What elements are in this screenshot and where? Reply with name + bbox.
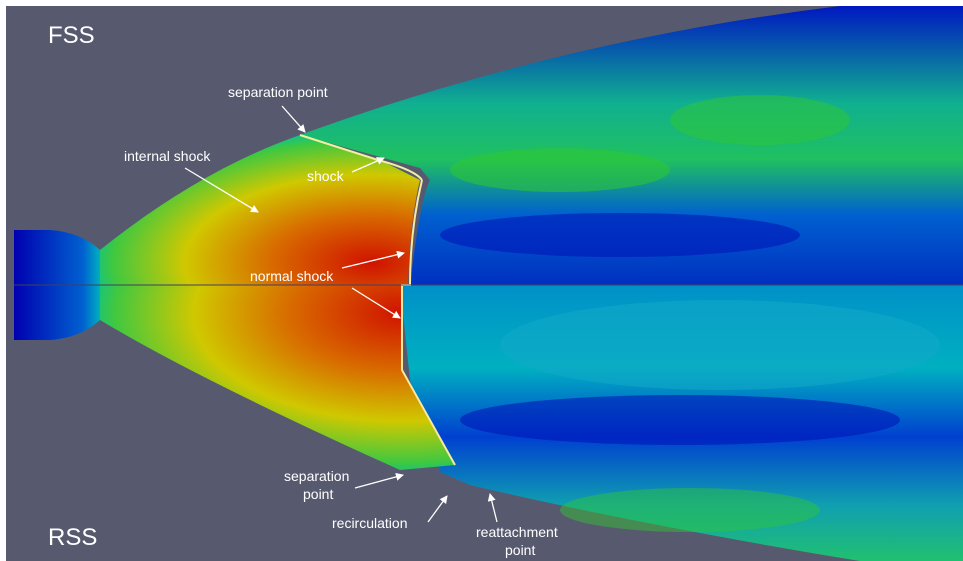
separation-point-bottom-arrow [354, 472, 404, 489]
separation-point-bottom-label-line2: point [303, 486, 333, 502]
shock-label: shock [307, 168, 345, 184]
normal-shock-arrow-up [341, 250, 405, 269]
wake-blob [500, 300, 940, 390]
separation-point-bottom-label-line1: separation [284, 468, 349, 484]
normal-shock-label: normal shock [250, 268, 334, 284]
normal-shock-arrow-down [351, 287, 401, 319]
separation-point-top-label: separation point [228, 84, 328, 100]
recirculation-arrow [427, 495, 448, 523]
shock-arrow [351, 157, 385, 173]
recirculation-label: recirculation [332, 515, 407, 531]
jet-core-top [100, 135, 420, 285]
jet-core-bottom [100, 285, 455, 470]
reattachment-point-label-line2: point [505, 542, 535, 558]
wake-blob [450, 148, 670, 192]
wake-blob [560, 488, 820, 532]
separation-point-top-arrow [281, 105, 306, 133]
reattachment-point-label-line1: reattachment [476, 524, 558, 540]
internal-shock-label: internal shock [124, 148, 211, 164]
fss-label: FSS [48, 22, 95, 49]
wake-region-top [300, 6, 963, 285]
wake-dark-core [460, 395, 900, 445]
internal-shock-arrow [184, 167, 259, 213]
rss-label: RSS [48, 524, 97, 551]
wake-dark-core [440, 213, 800, 257]
wake-blob [670, 95, 850, 145]
reattachment-point-arrow [487, 493, 498, 523]
